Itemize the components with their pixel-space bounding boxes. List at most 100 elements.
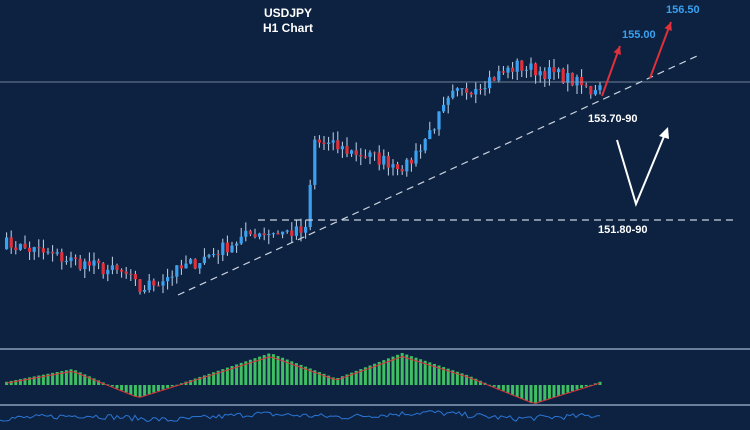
macd-bar [345, 374, 349, 385]
macd-bar [216, 370, 220, 385]
macd-bar [299, 364, 303, 385]
candle-body [97, 260, 101, 264]
candle-body [317, 139, 321, 143]
target-arrow-156-50 [649, 21, 672, 79]
candle-body [83, 261, 87, 270]
candle-body [51, 251, 55, 254]
macd-bar [414, 357, 418, 385]
macd-bar [561, 385, 565, 395]
candle-body [55, 252, 59, 254]
candle-body [18, 243, 22, 250]
macd-bar [511, 385, 515, 395]
support-label-151-80-90: 151.80-90 [598, 224, 648, 236]
macd-bar [87, 376, 91, 385]
candle-body [110, 265, 114, 270]
macd-bar [478, 380, 482, 385]
candle-body [478, 88, 482, 90]
candle-body [465, 88, 469, 93]
macd-bar [69, 369, 73, 385]
macd-bar [110, 385, 114, 387]
macd-bar [543, 385, 547, 401]
candle-body [106, 269, 110, 275]
candle-body [221, 242, 225, 255]
candle-body [179, 265, 183, 269]
candle-body [147, 280, 151, 291]
macd-bar [524, 385, 528, 401]
candle-body [575, 77, 579, 86]
candle-body [386, 155, 390, 168]
macd-bar [566, 385, 570, 393]
candle-body [322, 142, 326, 144]
candle-body [87, 261, 91, 266]
macd-bar [189, 380, 193, 385]
candle-body [202, 256, 206, 264]
macd-bar [538, 385, 542, 403]
candle-body [276, 233, 280, 235]
target-arrow-155 [601, 45, 621, 97]
macd-bar [221, 369, 225, 385]
macd-bar [373, 363, 377, 385]
macd-bar [391, 356, 395, 385]
macd-bar [225, 367, 229, 385]
candle-body [258, 233, 262, 237]
macd-bar [423, 360, 427, 385]
candle-body [207, 255, 211, 257]
macd-bar [281, 357, 285, 385]
candle-body [313, 139, 317, 185]
macd-bar [313, 370, 317, 385]
candle-body [524, 69, 528, 71]
macd-bar [276, 355, 280, 385]
candle-body [235, 243, 239, 246]
candle-body [437, 111, 441, 130]
candle-body [230, 245, 234, 253]
macd-bar [455, 371, 459, 385]
macd-bar [175, 384, 179, 386]
candle-body [166, 277, 170, 282]
macd-bar [198, 376, 202, 385]
candle-body [350, 150, 354, 154]
candle-body [152, 280, 156, 286]
macd-bar [575, 385, 579, 390]
macd-bar [474, 378, 478, 385]
macd-bar [129, 385, 133, 395]
trend-line [177, 55, 698, 296]
candle-body [529, 63, 533, 70]
macd-bar [465, 374, 469, 385]
candle-body [138, 279, 142, 292]
target-label-156-50: 156.50 [666, 4, 700, 16]
macd-bar [331, 377, 335, 385]
oscillator-line [0, 410, 601, 422]
candle-body [492, 77, 496, 81]
candle-body [28, 247, 32, 252]
candle-body [552, 67, 556, 73]
candle-body [69, 257, 73, 261]
candle-body [543, 71, 547, 80]
macd-bar [120, 385, 124, 391]
candle-body [428, 130, 432, 140]
candle-body [267, 234, 271, 236]
macd-bar [304, 366, 308, 385]
candle-body [497, 71, 501, 81]
macd-bar [212, 372, 216, 385]
candle-body [561, 69, 565, 83]
candle-body [23, 243, 27, 248]
candle-body [584, 85, 588, 87]
macd-bar [106, 384, 110, 386]
macd-signal-line [6, 356, 601, 404]
candle-body [363, 156, 367, 158]
candle-body [566, 72, 570, 83]
candle-body [396, 164, 400, 170]
macd-bar [258, 356, 262, 385]
macd-bar [9, 380, 13, 385]
macd-bar [271, 354, 275, 385]
candle-body [336, 140, 340, 150]
chart-title: USDJPY [263, 6, 313, 20]
candle-body [377, 152, 381, 165]
macd-bar [469, 376, 473, 385]
candle-body [593, 90, 597, 95]
candle-body [170, 276, 174, 278]
macd-bar [124, 385, 128, 393]
candle-body [589, 86, 593, 95]
